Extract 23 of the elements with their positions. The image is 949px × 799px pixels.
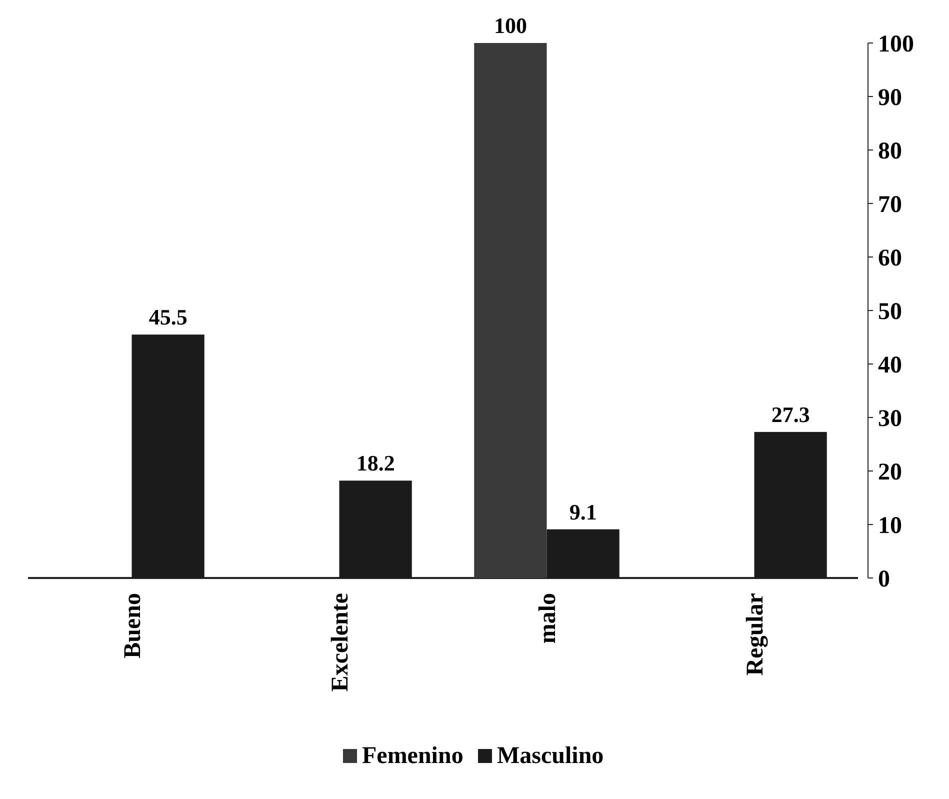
data-label: 9.1 <box>569 499 597 524</box>
data-label: 100 <box>494 13 527 38</box>
data-label: 18.2 <box>356 450 395 476</box>
legend-label: Femenino <box>362 743 464 769</box>
x-tick-label: Excelente <box>327 592 354 692</box>
y-tick-label: 70 <box>878 192 902 218</box>
y-tick-label: 30 <box>878 406 902 432</box>
y-tick-label: 40 <box>878 352 902 378</box>
x-tick-label: Bueno <box>120 593 146 658</box>
data-label: 45.5 <box>148 304 188 330</box>
bar <box>474 43 547 578</box>
legend-label: Masculino <box>497 743 604 769</box>
y-tick-label: 90 <box>878 84 902 111</box>
y-tick-label: 0 <box>878 566 890 592</box>
y-tick-label: 10 <box>878 512 902 539</box>
y-tick-label: 50 <box>878 298 902 325</box>
data-label: 27.3 <box>771 402 810 427</box>
y-tick-label: 60 <box>878 245 902 272</box>
x-tick-label: Regular <box>742 592 768 676</box>
y-tick-label: 100 <box>878 31 914 58</box>
x-tick-label: malo <box>534 593 561 644</box>
y-tick-label: 80 <box>878 138 902 164</box>
y-tick-label: 20 <box>878 459 902 486</box>
